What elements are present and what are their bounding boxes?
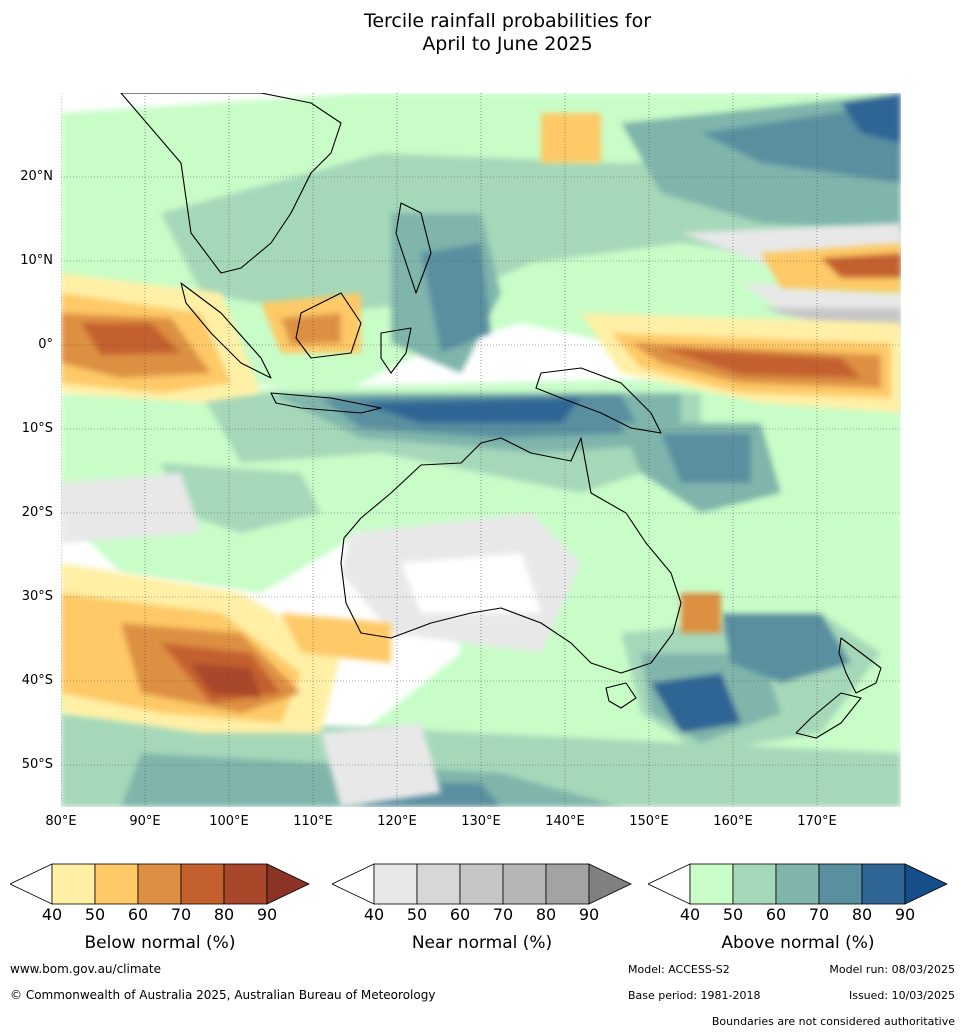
colorbar-segment (775, 863, 820, 905)
colorbar-low-extension (332, 863, 375, 905)
colorbar-tick-label: 50 (84, 905, 106, 924)
colorbar (10, 863, 310, 905)
colorbar-segment (223, 863, 268, 905)
colorbar-tick-label: 60 (449, 905, 471, 924)
longitude-label: 80°E (45, 814, 77, 829)
colorbar-low-extension (10, 863, 53, 905)
colorbar-tick-label: 40 (679, 905, 701, 924)
legend-title: Above normal (%) (721, 933, 875, 953)
colorbar-high-extension (904, 863, 948, 905)
new-guinea-coastline (535, 367, 662, 434)
model-name: Model: ACCESS-S2 (628, 963, 730, 976)
colorbar-segment (137, 863, 182, 905)
latitude-label: 30°S (21, 589, 53, 604)
colorbar-high-extension (266, 863, 310, 905)
latitude-label: 40°S (21, 673, 53, 688)
boundaries-disclaimer: Boundaries are not considered authoritat… (711, 1015, 955, 1028)
colorbar-segment (545, 863, 590, 905)
colorbar-tick-label: 90 (256, 905, 278, 924)
colorbar-low-extension (648, 863, 691, 905)
latitude-label: 50°S (21, 757, 53, 772)
longitude-label: 120°E (377, 814, 417, 829)
colorbar-tick-label: 60 (127, 905, 149, 924)
colorbar-tick-label: 50 (406, 905, 428, 924)
colorbar-tick-label: 60 (765, 905, 787, 924)
colorbar-segment (459, 863, 504, 905)
longitude-label: 150°E (629, 814, 669, 829)
longitude-label: 170°E (797, 814, 837, 829)
colorbar-tick-label: 50 (722, 905, 744, 924)
new-zealand-south-coastline (795, 692, 862, 739)
colorbar-segment (94, 863, 139, 905)
colorbar-tick-label: 80 (851, 905, 873, 924)
colorbar-segment (416, 863, 461, 905)
latitude-label: 20°S (21, 505, 53, 520)
colorbar-segment (818, 863, 863, 905)
colorbar-tick-label: 70 (170, 905, 192, 924)
colorbar (332, 863, 632, 905)
colorbar-tick-label: 40 (41, 905, 63, 924)
colorbar-segment (732, 863, 777, 905)
sumatra-coastline (180, 282, 272, 379)
colorbar-segment (502, 863, 547, 905)
longitude-label: 160°E (713, 814, 753, 829)
colorbar-tick-label: 80 (535, 905, 557, 924)
longitude-label: 90°E (129, 814, 161, 829)
new-zealand-north-coastline (838, 637, 882, 694)
mainland-se-asia-coastline (120, 93, 342, 274)
philippines-coastline (395, 202, 432, 294)
colorbar (648, 863, 948, 905)
colorbar-segment (180, 863, 225, 905)
base-period: Base period: 1981-2018 (628, 989, 761, 1002)
model-run-date: Model run: 08/03/2025 (829, 963, 955, 976)
longitude-label: 100°E (209, 814, 249, 829)
longitude-label: 130°E (461, 814, 501, 829)
latitude-label: 10°S (21, 421, 53, 436)
tasmania-coastline (605, 682, 637, 709)
colorbar-high-extension (588, 863, 632, 905)
longitude-label: 110°E (293, 814, 333, 829)
legend-title: Near normal (%) (411, 933, 553, 953)
map-canvas (61, 93, 901, 807)
colorbar-segment (861, 863, 906, 905)
borneo-coastline (295, 292, 362, 359)
issued-date: Issued: 10/03/2025 (848, 989, 955, 1002)
australia-coastline (340, 437, 682, 674)
java-coastline (270, 392, 382, 414)
coastlines (120, 93, 882, 739)
colorbar-segment (373, 863, 418, 905)
colorbar-tick-label: 40 (363, 905, 385, 924)
legend-above-normal: 40 50 60 70 80 90 Above normal (%) (648, 862, 948, 962)
colorbar-tick-label: 70 (808, 905, 830, 924)
copyright-text: © Commonwealth of Australia 2025, Austra… (10, 988, 436, 1002)
legend-near-normal: 40 50 60 70 80 90 Near normal (%) (332, 862, 632, 962)
colorbar-tick-label: 90 (578, 905, 600, 924)
colorbar-tick-label: 70 (492, 905, 514, 924)
map-title: Tercile rainfall probabilities for April… (0, 10, 965, 56)
legend-title: Below normal (%) (84, 933, 236, 953)
latitude-label: 10°N (20, 253, 53, 268)
below-normal-regions (61, 113, 901, 733)
rainfall-probability-map (61, 93, 901, 807)
graticule (61, 93, 901, 807)
legend-below-normal: 40 50 60 70 80 90 Below normal (%) (10, 862, 310, 962)
latitude-label: 20°N (20, 169, 53, 184)
longitude-label: 140°E (545, 814, 585, 829)
map-title-line-2: April to June 2025 (422, 33, 593, 55)
map-title-line-1: Tercile rainfall probabilities for (363, 10, 652, 32)
colorbar-segment (51, 863, 96, 905)
colorbar-tick-label: 90 (894, 905, 916, 924)
colorbar-segment (689, 863, 734, 905)
website-link[interactable]: www.bom.gov.au/climate (10, 962, 161, 976)
sulawesi-coastline (380, 327, 412, 374)
colorbar-tick-label: 80 (213, 905, 235, 924)
latitude-label: 0° (38, 337, 53, 352)
